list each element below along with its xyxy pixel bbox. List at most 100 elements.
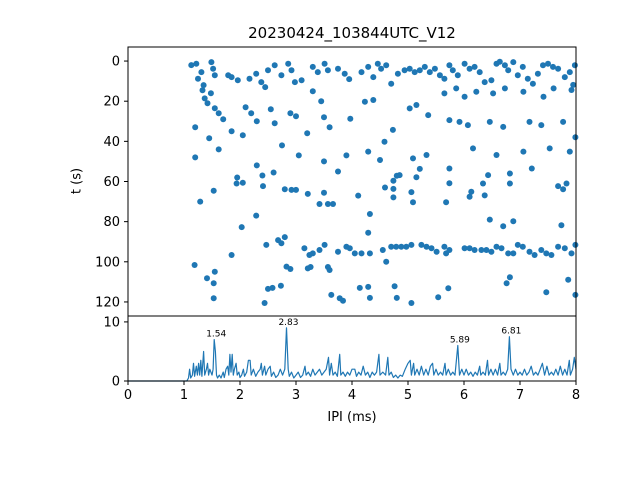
y-tick-label: 100 <box>95 255 120 270</box>
scatter-point <box>446 165 453 172</box>
scatter-point <box>215 146 222 153</box>
scatter-point <box>278 72 285 79</box>
scatter-point <box>281 186 288 193</box>
scatter-point <box>383 258 390 265</box>
scatter-point <box>566 148 573 155</box>
scatter-point <box>443 199 450 206</box>
scatter-point <box>195 75 201 82</box>
scatter-point <box>330 201 336 207</box>
scatter-point <box>370 97 377 103</box>
scatter-point <box>304 265 311 272</box>
scatter-point <box>204 100 211 107</box>
scatter-point <box>408 189 415 196</box>
scatter-point <box>281 234 288 241</box>
scatter-point <box>201 95 208 102</box>
scatter-point <box>408 300 415 306</box>
scatter-point <box>418 241 425 248</box>
scatter-point <box>246 75 253 82</box>
scatter-point <box>208 59 215 66</box>
scatter-point <box>510 59 517 66</box>
scatter-point <box>390 185 397 192</box>
scatter-point <box>454 72 461 79</box>
scatter-point <box>572 241 579 248</box>
scatter-point <box>446 247 453 253</box>
scatter-point <box>199 87 206 94</box>
scatter-point <box>501 85 508 92</box>
scatter-point <box>441 90 448 97</box>
scatter-point <box>335 65 341 72</box>
scatter-point <box>488 248 495 255</box>
scatter-point <box>464 122 471 129</box>
scatter-point <box>433 248 440 255</box>
scatter-point <box>192 154 199 161</box>
scatter-point <box>410 155 416 162</box>
scatter-point <box>388 80 395 87</box>
scatter-point <box>466 245 473 252</box>
scatter-point <box>421 63 428 70</box>
scatter-point <box>238 224 245 231</box>
scatter-point <box>234 174 241 181</box>
scatter-point <box>411 69 418 76</box>
scatter-point <box>510 250 517 257</box>
scatter-point <box>210 65 217 72</box>
scatter-point <box>248 110 255 117</box>
x-axis-label: IPI (ms) <box>327 410 377 425</box>
scatter-point <box>558 222 565 229</box>
scatter-point <box>271 62 278 69</box>
scatter-point <box>365 148 372 155</box>
scatter-point <box>358 250 365 257</box>
scatter-point <box>321 189 327 196</box>
y-axis-label: t (s) <box>69 167 85 195</box>
scatter-point <box>287 110 294 117</box>
scatter-point <box>341 70 348 77</box>
scatter-point <box>543 250 550 257</box>
scatter-point <box>413 174 420 181</box>
x-tick-label: 8 <box>572 388 580 403</box>
scatter-point <box>493 243 500 250</box>
scatter-point <box>324 67 331 74</box>
scatter-point <box>234 77 241 84</box>
scatter-point <box>486 216 493 223</box>
scatter-point <box>546 145 553 152</box>
scatter-point <box>263 241 270 248</box>
scatter-point <box>393 243 400 250</box>
scatter-point <box>506 180 513 187</box>
scatter-point <box>531 252 538 258</box>
scatter-point <box>568 87 575 93</box>
scatter-point <box>408 241 415 248</box>
scatter-point <box>410 199 416 206</box>
scatter-point <box>288 186 295 193</box>
scatter-point <box>355 192 362 199</box>
scatter-point <box>406 105 413 112</box>
scatter-point <box>538 122 545 129</box>
scatter-point <box>383 62 390 69</box>
scatter-point <box>277 282 284 289</box>
scatter-point <box>501 62 508 69</box>
scatter-point <box>446 62 453 69</box>
scatter-point <box>253 70 260 77</box>
scatter-point <box>416 67 423 74</box>
scatter-point <box>301 245 308 252</box>
scatter-point <box>526 118 533 125</box>
scatter-point <box>211 105 218 112</box>
scatter-point <box>356 284 363 291</box>
scatter-point <box>488 77 495 84</box>
scatter-point <box>265 285 271 292</box>
scatter-point <box>253 118 260 125</box>
scatter-point <box>461 245 468 252</box>
scatter-point <box>468 188 475 195</box>
scatter-point <box>191 262 198 268</box>
scatter-point <box>259 172 266 179</box>
scatter-point <box>210 280 217 287</box>
peak-annotation: 2.83 <box>278 318 298 328</box>
scatter-point <box>304 130 311 137</box>
scatter-point <box>335 168 341 175</box>
scatter-point <box>347 115 354 122</box>
scatter-point <box>393 294 400 301</box>
x-tick-label: 4 <box>348 388 356 403</box>
scatter-point <box>239 132 246 139</box>
scatter-point <box>540 62 546 69</box>
scatter-point <box>288 67 295 74</box>
scatter-point <box>293 186 299 193</box>
scatter-point <box>441 243 448 250</box>
